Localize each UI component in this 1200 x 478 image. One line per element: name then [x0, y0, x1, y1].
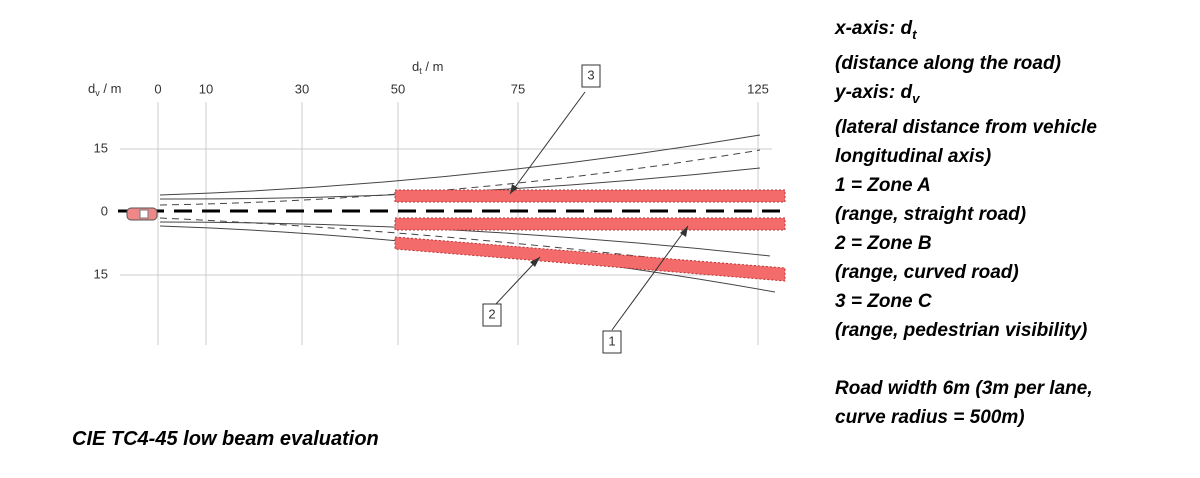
x-tick-label: 0: [154, 81, 161, 96]
x-tick-label: 50: [391, 81, 405, 96]
road-dash: [159, 217, 771, 273]
zone-label: 1: [608, 333, 615, 348]
x-tick-label: 10: [199, 81, 213, 96]
road-edge: [159, 225, 776, 293]
vehicle-window: [139, 209, 149, 219]
spacer: [835, 345, 1097, 374]
x-tick-label: 125: [747, 81, 769, 96]
note-line: Road width 6m (3m per lane,: [835, 377, 1093, 399]
legend-line: 1 = Zone A: [835, 171, 1097, 200]
arrow: [611, 225, 689, 331]
arrowhead: [680, 226, 688, 237]
y-tick-label: 15: [94, 140, 108, 155]
zone-box: [602, 330, 622, 354]
y-axis-label: dv / m: [88, 81, 121, 98]
legend-text: 2 = Zone B: [835, 232, 932, 254]
arrow: [509, 91, 586, 195]
legend-line: (lateral distance from vehicle: [835, 113, 1097, 142]
x-tick-label: 30: [295, 81, 309, 96]
legend-line: 2 = Zone B: [835, 229, 1097, 258]
arrowhead: [510, 184, 518, 194]
y-tick-label: 0: [101, 203, 108, 218]
legend-line: 3 = Zone C: [835, 287, 1097, 316]
legend-line: (range, pedestrian visibility): [835, 316, 1097, 345]
legend-line: y-axis: dv: [835, 78, 1097, 113]
diagram: 3 2 1 dv / m dt / m 0 10 30 50 75 125 15 0 15: [88, 59, 786, 354]
note-line: curve radius = 500m): [835, 406, 1025, 428]
legend-text: (range, pedestrian visibility): [835, 319, 1088, 341]
zone-box: [581, 64, 601, 88]
zone-label: 3: [587, 67, 594, 82]
legend-text: (range, curved road): [835, 261, 1019, 283]
legend-line: (distance along the road): [835, 49, 1097, 78]
legend-line: (range, straight road): [835, 200, 1097, 229]
zone-a-lower: [394, 217, 786, 231]
legend: x-axis: dt (distance along the road) y-axi…: [835, 14, 1097, 432]
caption: CIE TC4-45 low beam evaluation: [72, 428, 379, 450]
road-edge: [159, 134, 761, 196]
zone-b: [394, 236, 786, 282]
legend-text: longitudinal axis): [835, 145, 992, 167]
legend-text: 1 = Zone A: [835, 174, 931, 196]
legend-text: x-axis: d: [835, 18, 913, 39]
legend-text: y-axis: d: [835, 81, 913, 103]
zone-a-upper: [394, 189, 786, 203]
road-dash: [159, 149, 761, 206]
y-tick-label: 15: [94, 266, 108, 281]
zone-label: 2: [488, 306, 495, 321]
legend-subscript: v: [912, 90, 920, 106]
arrow: [494, 256, 541, 306]
legend-line: x-axis: dt: [835, 14, 1097, 49]
legend-text: (lateral distance from vehicle: [835, 116, 1097, 138]
legend-text: (distance along the road): [835, 52, 1061, 74]
arrowhead: [530, 257, 540, 267]
legend-line: longitudinal axis): [835, 142, 1097, 171]
legend-text: 3 = Zone C: [835, 290, 932, 312]
x-tick-label: 75: [511, 81, 525, 96]
x-axis-label: dt / m: [412, 59, 443, 76]
legend-subscript: t: [912, 26, 917, 42]
zone-box: [482, 303, 502, 327]
legend-line: (range, curved road): [835, 258, 1097, 287]
legend-text: (range, straight road): [835, 203, 1027, 225]
